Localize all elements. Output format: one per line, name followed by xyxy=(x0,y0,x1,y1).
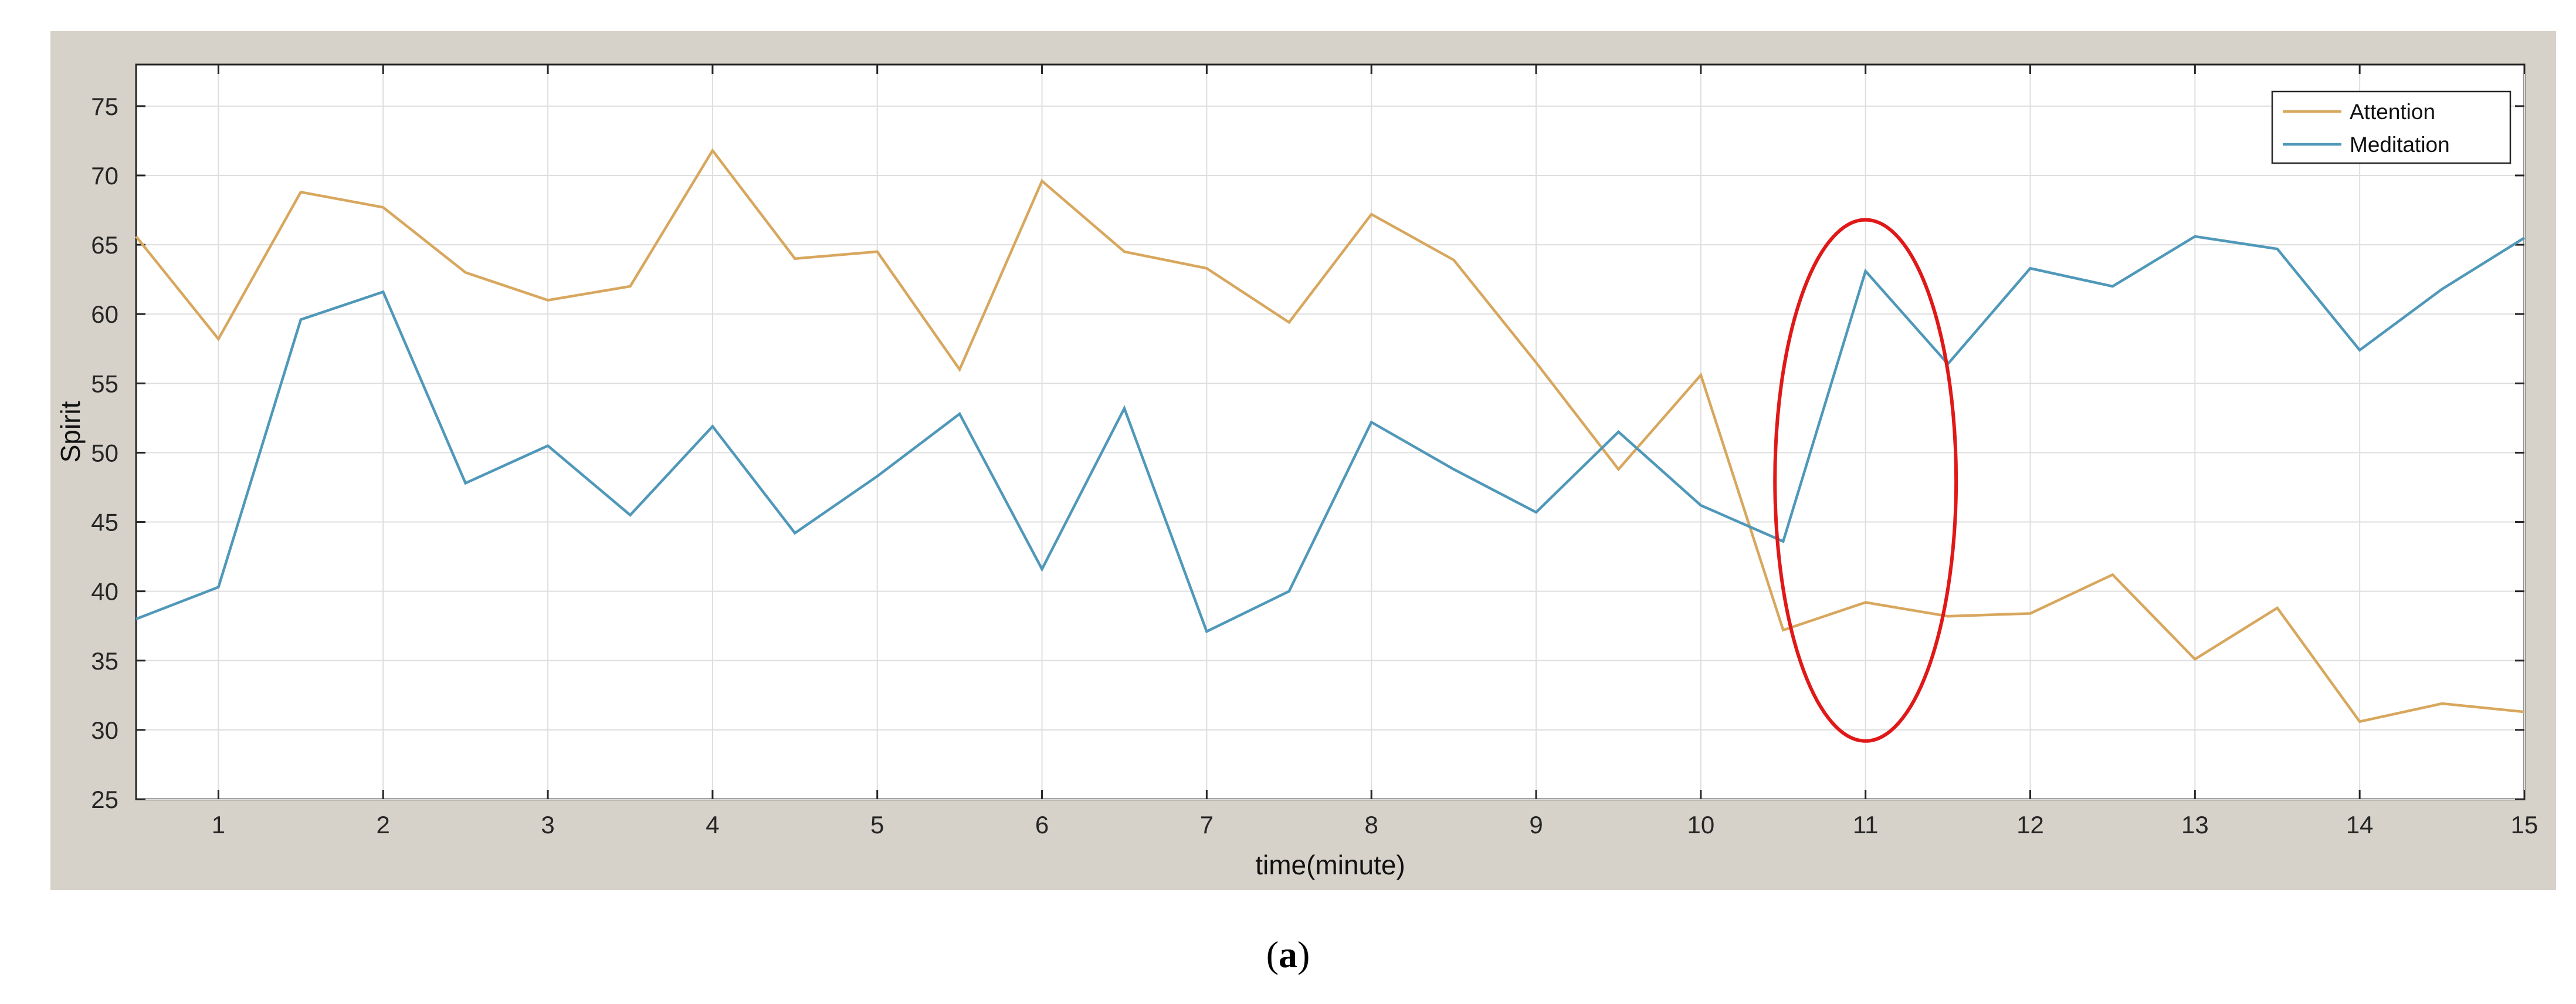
grid xyxy=(136,65,2525,800)
legend-box xyxy=(2271,90,2511,164)
x-tick-label: 12 xyxy=(2016,811,2044,839)
caption-letter: a xyxy=(1279,934,1297,975)
series-line-attention xyxy=(135,148,2525,724)
series-line-meditation xyxy=(135,235,2526,634)
x-tick-label: 2 xyxy=(377,811,390,839)
y-tick-label: 70 xyxy=(91,162,118,190)
legend-label-meditation: Meditation xyxy=(2350,133,2450,157)
x-tick-label: 7 xyxy=(1200,811,1214,839)
y-tick-label: 25 xyxy=(91,786,118,813)
y-tick-label: 40 xyxy=(91,578,118,606)
plot-area xyxy=(135,63,2526,800)
y-tick-label: 60 xyxy=(91,300,118,328)
legend: Attention Meditation xyxy=(2271,90,2511,164)
y-tick-label: 35 xyxy=(91,647,118,675)
highlight-ellipse xyxy=(1773,218,1958,743)
x-tick-label: 14 xyxy=(2346,811,2374,839)
y-axis-title: Spirit xyxy=(55,401,86,462)
y-tick-label: 30 xyxy=(91,716,118,744)
annotations xyxy=(1773,218,1958,743)
y-tick-label: 50 xyxy=(91,439,118,466)
x-tick-label: 6 xyxy=(1035,811,1049,839)
y-tick-label: 65 xyxy=(91,231,118,259)
legend-label-attention: Attention xyxy=(2350,100,2435,124)
x-tick-label: 9 xyxy=(1529,811,1543,839)
y-tick-label: 55 xyxy=(91,370,118,397)
series xyxy=(135,148,2526,724)
x-tick-label: 3 xyxy=(541,811,554,839)
figure-caption: (a) xyxy=(1266,934,1310,975)
x-axis-title: time(minute) xyxy=(1255,850,1405,880)
x-tick-label: 10 xyxy=(1687,811,1715,839)
x-tick-label: 11 xyxy=(1853,811,1879,839)
x-tick-label: 1 xyxy=(212,811,225,839)
x-tick-label: 13 xyxy=(2181,811,2209,839)
x-tick-label: 4 xyxy=(706,811,719,839)
x-tick-label: 5 xyxy=(870,811,884,839)
y-tick-label: 75 xyxy=(91,93,118,120)
x-tick-label: 15 xyxy=(2511,811,2538,839)
x-tick-label: 8 xyxy=(1365,811,1378,839)
axis-ticks: 1 2 3 4 5 6 7 8 9 10 11 12 13 14 152530354045505560657… xyxy=(91,65,2538,839)
y-tick-label: 45 xyxy=(91,509,118,536)
